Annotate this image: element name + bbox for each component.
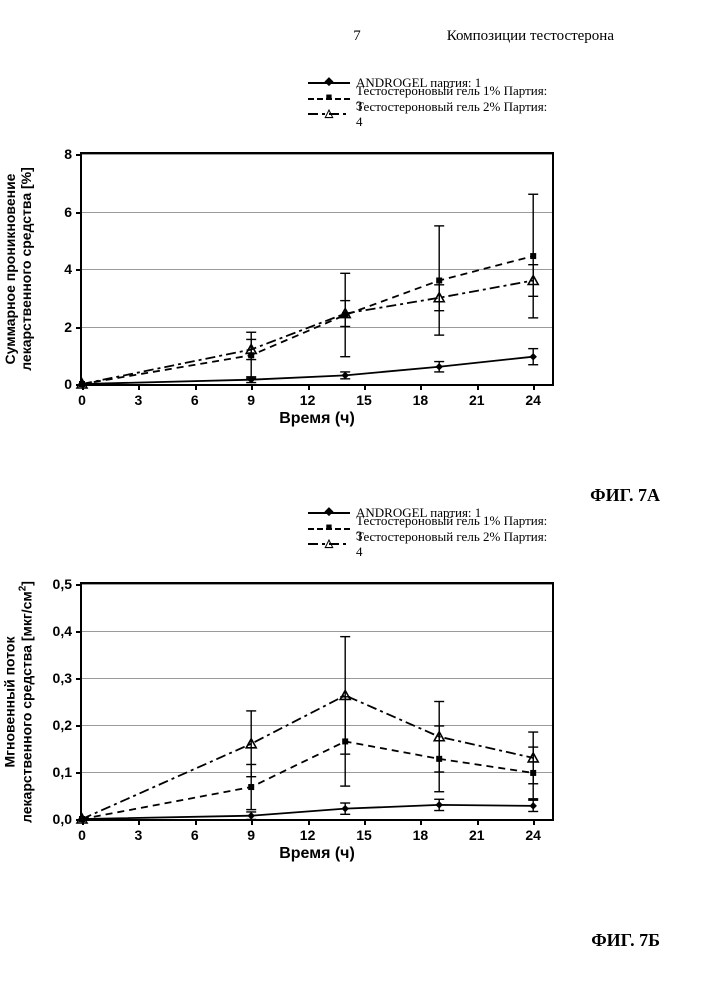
ytick-label: 0,4 <box>53 623 72 639</box>
marker-icon: ◆ <box>325 507 333 518</box>
marker-icon: △ <box>325 109 333 120</box>
chart: ◆ANDROGEL партия: 1■Тестостероновый гель… <box>80 560 550 795</box>
series-layer <box>82 584 552 819</box>
ytick-label: 4 <box>64 261 72 277</box>
ytick-label: 2 <box>64 319 72 335</box>
ytick-label: 8 <box>64 146 72 162</box>
xtick-label: 9 <box>247 392 255 408</box>
chart-b-container: ◆ANDROGEL партия: 1■Тестостероновый гель… <box>80 560 550 795</box>
page-number: 7 <box>353 28 361 45</box>
page-header: Композиции тестостерона <box>447 28 614 45</box>
xtick-label: 15 <box>356 827 372 843</box>
ytick-label: 6 <box>64 204 72 220</box>
chart: ◆ANDROGEL партия: 1■Тестостероновый гель… <box>80 130 550 360</box>
ytick-label: 0 <box>64 376 72 392</box>
series-line <box>82 281 533 385</box>
marker-icon: ■ <box>326 93 333 104</box>
xtick-label: 24 <box>525 392 541 408</box>
chart-a-container: ◆ANDROGEL партия: 1■Тестостероновый гель… <box>80 130 550 360</box>
xtick-label: 3 <box>134 827 142 843</box>
legend-swatch: △ <box>308 537 350 551</box>
xtick-label: 18 <box>413 392 429 408</box>
xtick-label: 0 <box>78 392 86 408</box>
ytick-label: 0,1 <box>53 764 72 780</box>
series-line <box>82 805 533 819</box>
data-point <box>341 805 349 813</box>
xtick-label: 6 <box>191 827 199 843</box>
figure-caption-b: ФИГ. 7Б <box>591 930 660 951</box>
data-point <box>530 253 536 259</box>
legend: ◆ANDROGEL партия: 1■Тестостероновый гель… <box>308 504 550 552</box>
data-point <box>435 363 443 371</box>
xtick-label: 15 <box>356 392 372 408</box>
marker-icon: ■ <box>326 523 333 534</box>
legend: ◆ANDROGEL партия: 1■Тестостероновый гель… <box>308 74 550 122</box>
plot-area: 0,00,10,20,30,40,503691215182124Время (ч… <box>80 582 554 821</box>
data-point <box>341 372 349 380</box>
ytick-label: 0,5 <box>53 576 72 592</box>
xtick-label: 12 <box>300 827 316 843</box>
series-line <box>82 741 533 819</box>
y-axis-label: Суммарное проникновениелекарственного ср… <box>2 167 34 371</box>
marker-icon: △ <box>325 539 333 550</box>
legend-swatch: ■ <box>308 521 350 535</box>
xtick-label: 12 <box>300 392 316 408</box>
data-point <box>248 784 254 790</box>
legend-swatch: △ <box>308 107 350 121</box>
marker-icon: ◆ <box>325 77 333 88</box>
ytick-label: 0,0 <box>53 811 72 827</box>
data-point <box>435 801 443 809</box>
legend-item: △Тестостероновый гель 2% Партия: 4 <box>308 106 550 122</box>
xtick-label: 9 <box>247 827 255 843</box>
xtick-label: 0 <box>78 827 86 843</box>
x-axis-label: Время (ч) <box>279 845 355 863</box>
legend-item: △Тестостероновый гель 2% Партия: 4 <box>308 536 550 552</box>
data-point <box>529 353 537 361</box>
legend-label: Тестостероновый гель 2% Партия: 4 <box>356 529 550 559</box>
x-axis-label: Время (ч) <box>279 410 355 428</box>
series-line <box>82 695 533 819</box>
series-layer <box>82 154 552 384</box>
figure-caption-a: ФИГ. 7А <box>590 485 660 506</box>
xtick-label: 21 <box>469 827 485 843</box>
xtick-label: 18 <box>413 827 429 843</box>
data-point <box>529 802 537 810</box>
plot-area: 0246803691215182124Время (ч)Суммарное пр… <box>80 152 554 386</box>
xtick-label: 6 <box>191 392 199 408</box>
xtick-label: 21 <box>469 392 485 408</box>
data-point <box>436 278 442 284</box>
y-axis-label: Мгновенный потоклекарственного средства … <box>2 581 35 823</box>
legend-swatch: ◆ <box>308 75 350 89</box>
legend-swatch: ◆ <box>308 505 350 519</box>
xtick-label: 3 <box>134 392 142 408</box>
data-point <box>247 812 255 820</box>
page: 7 Композиции тестостерона ◆ANDROGEL парт… <box>0 0 714 999</box>
legend-label: Тестостероновый гель 2% Партия: 4 <box>356 99 550 129</box>
legend-swatch: ■ <box>308 91 350 105</box>
ytick-label: 0,3 <box>53 670 72 686</box>
xtick-label: 24 <box>525 827 541 843</box>
ytick-label: 0,2 <box>53 717 72 733</box>
